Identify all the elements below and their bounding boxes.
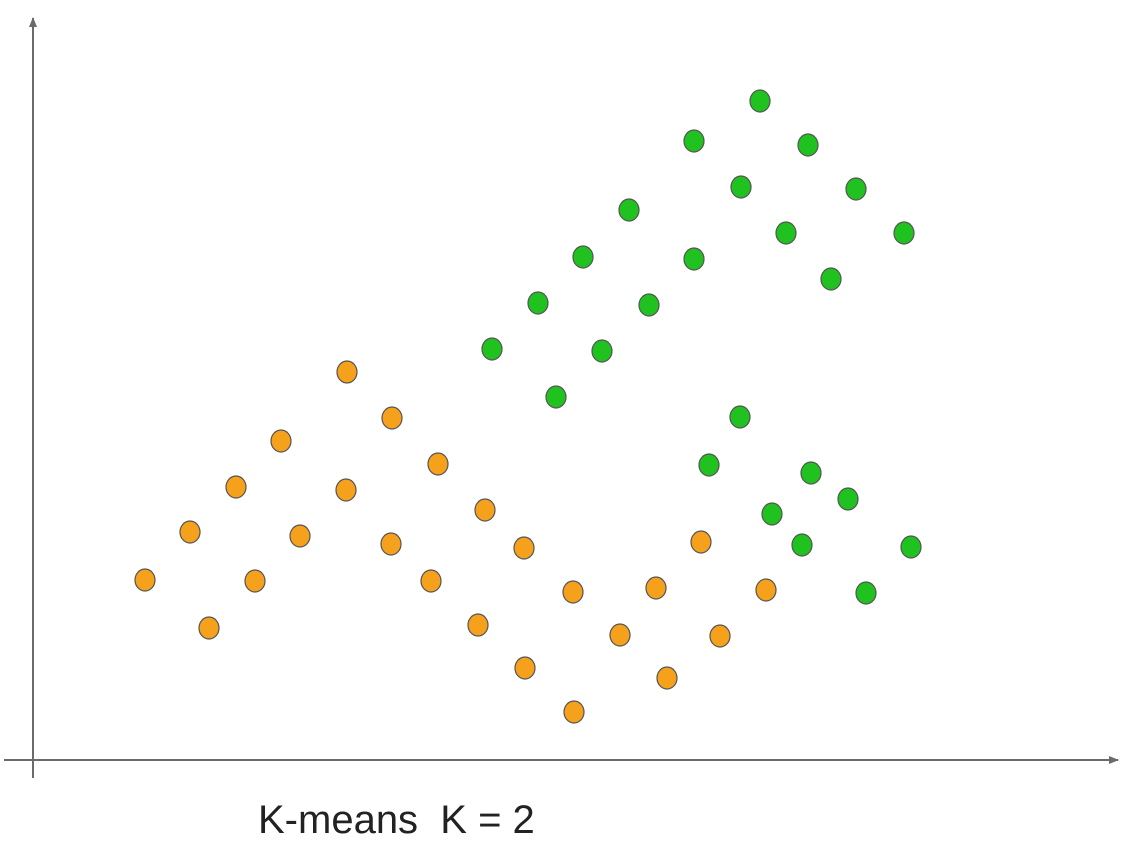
data-point-green <box>791 533 813 557</box>
data-point-green <box>893 221 915 245</box>
data-point-orange <box>513 536 535 560</box>
data-point-green <box>837 487 859 511</box>
data-point-green <box>845 177 867 201</box>
data-point-orange <box>562 580 584 604</box>
data-point-orange <box>656 666 678 690</box>
data-point-green <box>729 405 751 429</box>
data-point-orange <box>690 530 712 554</box>
data-point-green <box>683 129 705 153</box>
data-point-orange <box>467 613 489 637</box>
data-point-orange <box>514 656 536 680</box>
data-point-green <box>683 247 705 271</box>
data-point-orange <box>709 624 731 648</box>
data-point-green <box>527 291 549 315</box>
data-point-orange <box>609 623 631 647</box>
data-point-orange <box>134 568 156 592</box>
data-point-orange <box>380 532 402 556</box>
data-point-green <box>775 221 797 245</box>
data-point-orange <box>335 478 357 502</box>
data-point-green <box>572 245 594 269</box>
data-point-orange <box>755 578 777 602</box>
data-point-orange <box>427 452 449 476</box>
data-point-green <box>749 89 771 113</box>
data-point-green <box>698 453 720 477</box>
data-point-green <box>855 581 877 605</box>
data-points <box>134 89 922 724</box>
data-point-green <box>638 293 660 317</box>
data-point-orange <box>179 520 201 544</box>
data-point-orange <box>420 569 442 593</box>
data-point-green <box>545 385 567 409</box>
data-point-green <box>618 198 640 222</box>
data-point-orange <box>381 406 403 430</box>
data-point-orange <box>645 576 667 600</box>
data-point-orange <box>336 360 358 384</box>
data-point-green <box>797 133 819 157</box>
chart-caption: K-means K = 2 <box>258 798 535 842</box>
data-point-orange <box>563 700 585 724</box>
data-point-green <box>481 337 503 361</box>
data-point-orange <box>474 498 496 522</box>
data-point-green <box>900 535 922 559</box>
data-point-orange <box>198 616 220 640</box>
data-point-green <box>591 339 613 363</box>
data-point-orange <box>289 524 311 548</box>
data-point-green <box>800 461 822 485</box>
data-point-orange <box>225 475 247 499</box>
data-point-green <box>730 175 752 199</box>
data-point-orange <box>270 429 292 453</box>
data-point-green <box>761 502 783 526</box>
data-point-green <box>820 267 842 291</box>
data-point-orange <box>244 569 266 593</box>
